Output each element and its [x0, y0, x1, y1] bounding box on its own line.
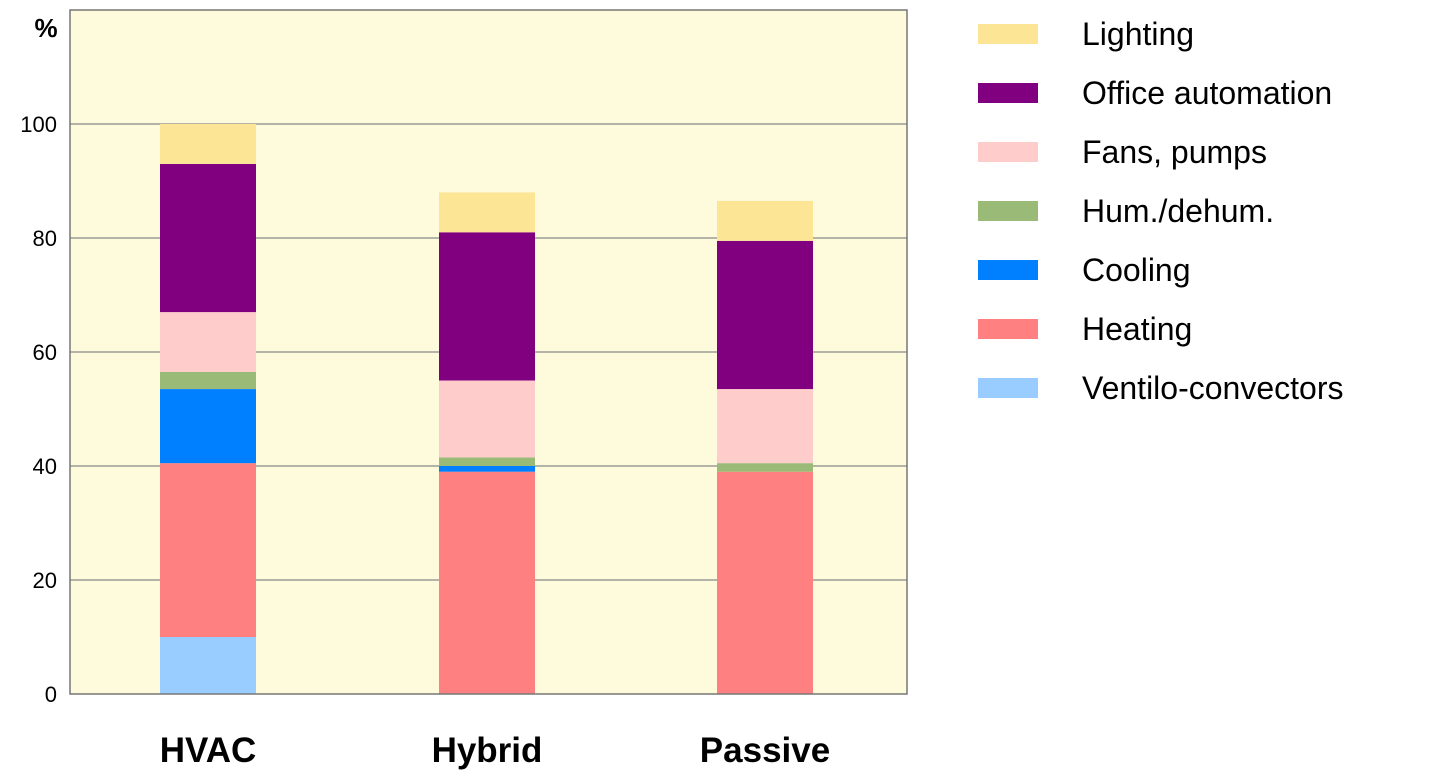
bars — [160, 124, 813, 694]
bar-segment — [160, 124, 256, 164]
bar-segment — [717, 240, 813, 390]
bar-segment — [439, 380, 535, 458]
bar-segment — [439, 232, 535, 381]
x-category-label: Passive — [700, 731, 830, 770]
legend-swatch — [978, 24, 1038, 44]
legend-swatch — [978, 319, 1038, 339]
bar-segment — [439, 466, 535, 472]
legend-label: Hum./dehum. — [1082, 193, 1274, 229]
bar-segment — [160, 163, 256, 313]
bar-segment — [717, 463, 813, 472]
bar-segment — [160, 463, 256, 637]
x-category-label: HVAC — [160, 731, 257, 770]
legend-label: Fans, pumps — [1082, 134, 1267, 170]
bar-segment — [717, 389, 813, 464]
x-axis-categories: HVAC Hybrid Passive — [160, 731, 830, 770]
y-tick-label: 20 — [33, 568, 57, 593]
y-tick-label: 40 — [33, 454, 57, 479]
bar-segment — [717, 200, 813, 241]
y-tick-label: 80 — [33, 226, 57, 251]
legend-label: Lighting — [1082, 16, 1194, 52]
y-axis-ticks: 0 20 40 60 80 100 — [20, 112, 57, 707]
bar-segment — [160, 637, 256, 694]
legend-swatch — [978, 83, 1038, 103]
legend-swatch — [978, 142, 1038, 162]
x-category-label: Hybrid — [432, 731, 543, 770]
legend-swatch — [978, 201, 1038, 221]
legend-label: Cooling — [1082, 252, 1191, 288]
legend-swatch — [978, 378, 1038, 398]
y-unit-label: % — [34, 13, 57, 43]
legend-label: Heating — [1082, 311, 1192, 347]
bar-segment — [439, 192, 535, 233]
legend-label: Office automation — [1082, 75, 1332, 111]
bar-segment — [439, 471, 535, 694]
bar-segment — [160, 312, 256, 372]
legend: Lighting Office automation Fans, pumps Hum.… — [978, 16, 1343, 406]
bar-segment — [160, 389, 256, 464]
bar-segment — [160, 371, 256, 390]
bar-segment — [717, 471, 813, 694]
legend-label: Ventilo-convectors — [1082, 370, 1343, 406]
bar-segment — [439, 457, 535, 466]
plot-frame — [69, 9, 908, 695]
y-tick-label: 100 — [20, 112, 57, 137]
y-tick-label: 0 — [45, 682, 57, 707]
legend-swatch — [978, 260, 1038, 280]
y-tick-label: 60 — [33, 340, 57, 365]
